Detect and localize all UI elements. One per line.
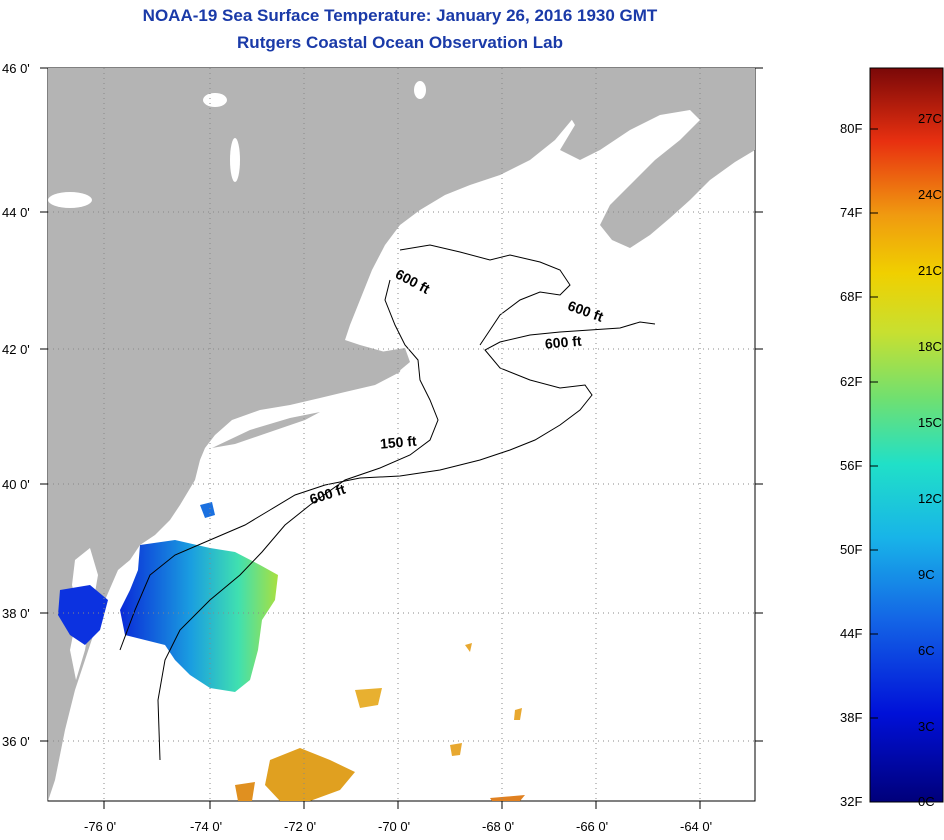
sst-small-patch: [200, 502, 215, 518]
map-title: NOAA-19 Sea Surface Temperature: January…: [142, 6, 658, 25]
depth-contour-gom: [399, 244, 571, 346]
colorbar-f-label: 50F: [840, 542, 862, 557]
colorbar-f-label: 68F: [840, 289, 862, 304]
colorbar-c-label: 0C: [918, 794, 935, 809]
sst-warm-patch: [514, 708, 522, 720]
sst-chesapeake-patch: [58, 585, 108, 645]
colorbar-c-label: 12C: [918, 491, 942, 506]
sst-warm-patch: [490, 795, 525, 801]
lon-label: -76 0': [84, 819, 116, 834]
lake: [414, 81, 426, 99]
tick-marks: [40, 67, 763, 809]
lon-label: -66 0': [576, 819, 608, 834]
graticule: [48, 68, 755, 801]
colorbar-ticks: [870, 128, 878, 719]
sst-warm-patch: [465, 643, 472, 652]
lon-label: -68 0': [482, 819, 514, 834]
lat-label: 46 0': [2, 61, 30, 76]
depth-label: 150 ft: [379, 433, 417, 452]
depth-contour-150ft: [157, 279, 439, 761]
lat-label: 38 0': [2, 606, 30, 621]
colorbar-f-label: 44F: [840, 626, 862, 641]
land-mainland: [48, 68, 580, 801]
colorbar-c-label: 6C: [918, 643, 935, 658]
map-subtitle: Rutgers Coastal Ocean Observation Lab: [237, 33, 563, 52]
colorbar-f-label: 56F: [840, 458, 862, 473]
colorbar-f-label: 32F: [840, 794, 862, 809]
colorbar-f-label: 62F: [840, 374, 862, 389]
land-nova-scotia: [520, 68, 755, 248]
lat-label: 36 0': [2, 734, 30, 749]
lat-label: 42 0': [2, 342, 30, 357]
colorbar-c-label: 24C: [918, 187, 942, 202]
lon-label: -72 0': [284, 819, 316, 834]
lake: [48, 192, 92, 208]
colorbar-f-label: 74F: [840, 205, 862, 220]
lon-label: -70 0': [378, 819, 410, 834]
lake: [203, 93, 227, 107]
colorbar-c-label: 9C: [918, 567, 935, 582]
depth-label: 600 ft: [544, 333, 582, 352]
land-cape-cod: [380, 348, 410, 372]
color-bar: [869, 67, 944, 803]
colorbar-c-label: 15C: [918, 415, 942, 430]
lat-label: 40 0': [2, 477, 30, 492]
colorbar-f-label: 38F: [840, 710, 862, 725]
sst-warm-patch: [235, 782, 255, 801]
colorbar-c-label: 18C: [918, 339, 942, 354]
sst-warm-patch: [450, 743, 462, 756]
colorbar-f-label: 80F: [840, 121, 862, 136]
sst-warm-patch: [355, 688, 382, 708]
land-long-island: [212, 412, 320, 448]
colorbar-c-label: 21C: [918, 263, 942, 278]
lon-label: -74 0': [190, 819, 222, 834]
lon-label: -64 0': [680, 819, 712, 834]
sst-coastal-patch: [120, 540, 278, 692]
lat-label: 44 0': [2, 205, 30, 220]
colorbar-c-label: 27C: [918, 111, 942, 126]
colorbar-c-label: 3C: [918, 719, 935, 734]
depth-contour-600ft: [119, 321, 656, 651]
sst-warm-patch: [265, 748, 355, 801]
lake: [230, 138, 240, 182]
